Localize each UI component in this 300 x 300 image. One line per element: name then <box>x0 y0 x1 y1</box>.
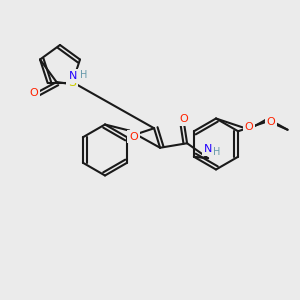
Text: S: S <box>68 76 76 89</box>
Text: H: H <box>213 147 221 157</box>
Text: H: H <box>80 70 87 80</box>
Text: O: O <box>129 131 138 142</box>
Text: O: O <box>180 114 188 124</box>
Text: N: N <box>204 144 212 154</box>
Text: N: N <box>69 71 77 81</box>
Text: O: O <box>244 122 253 133</box>
Text: O: O <box>30 88 38 98</box>
Text: O: O <box>267 117 275 127</box>
